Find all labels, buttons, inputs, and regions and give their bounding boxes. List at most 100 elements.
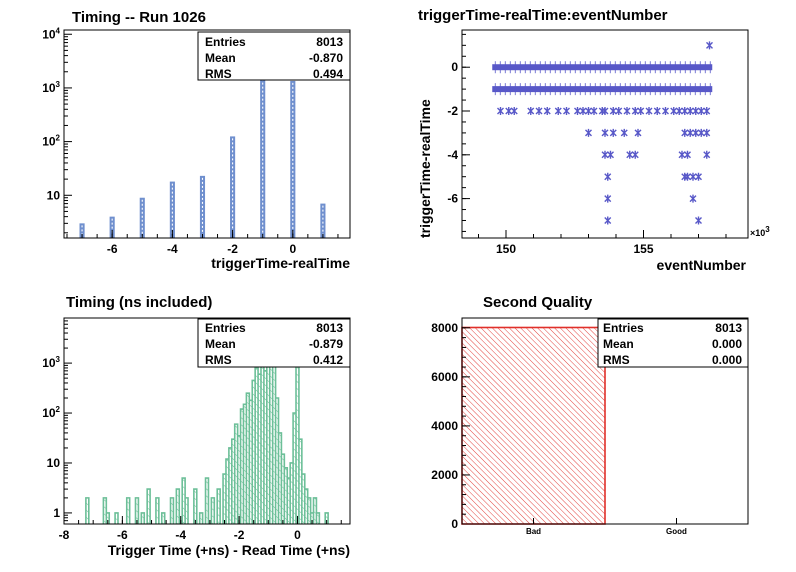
histogram-bin <box>307 497 311 524</box>
scatter-point <box>662 107 669 116</box>
histogram-bin <box>296 359 299 524</box>
histogram-bin <box>126 497 130 524</box>
y-axis-label: triggerTime-realTime <box>417 99 433 238</box>
scatter-point <box>678 150 686 159</box>
scatter-point <box>601 150 609 159</box>
stats-mean-label: Mean <box>603 337 634 351</box>
axes: 0 2000 4000 6000 8000 <box>431 317 677 531</box>
y-tick-label: 10 <box>47 188 61 202</box>
plot-frame <box>461 29 749 239</box>
y-tick-label: 10 <box>47 456 61 470</box>
stats-entries-label: Entries <box>603 321 644 335</box>
scatter-point <box>585 128 592 137</box>
y-tick-label: 102 <box>42 134 60 149</box>
panel-timing-run: Timing -- Run 1026 10 102 103 104 -6 -4 -2 0 tr… <box>42 9 351 271</box>
histogram-bin <box>260 354 264 524</box>
histogram-bin <box>249 400 253 524</box>
y-tick-label: -4 <box>447 148 458 162</box>
x-tick-label: -2 <box>234 528 245 542</box>
stats-entries-value: 8013 <box>715 321 742 335</box>
stats-mean-value: -0.870 <box>309 51 343 65</box>
histogram-bin <box>85 497 89 524</box>
chart-title: triggerTime-realTime:eventNumber <box>418 7 668 24</box>
y-tick-label: 8000 <box>431 321 458 335</box>
panel-second-quality: Second Quality Bad Good 0 2000 4000 6000 8000… <box>431 294 749 536</box>
quality-bars: Bad Good <box>461 326 687 536</box>
histogram-bin <box>193 489 197 524</box>
stats-mean-value: 0.000 <box>712 337 742 351</box>
scatter-point <box>615 107 623 116</box>
scatter-point <box>686 107 694 116</box>
scatter-point <box>689 172 697 181</box>
x-axis-label: triggerTime-realTime <box>211 255 350 271</box>
scatter-point <box>585 107 592 116</box>
chart-title: Timing (ns included) <box>66 294 212 311</box>
scatter-point <box>631 150 639 159</box>
scatter-point <box>670 107 678 116</box>
scatter-point <box>497 107 504 116</box>
category-label: Bad <box>526 527 541 536</box>
x-tick-label: -4 <box>167 242 178 256</box>
histogram-bin <box>228 447 232 524</box>
histogram-bar <box>169 181 175 238</box>
stats-rms-value: 0.494 <box>313 67 343 81</box>
y-tick-label: 0 <box>451 517 458 531</box>
y-tick-label: 1 <box>53 506 60 520</box>
scatter-point <box>681 107 689 116</box>
scatter-point <box>574 107 581 116</box>
stats-rms-label: RMS <box>603 353 630 367</box>
y-tick-label: 103 <box>42 355 60 370</box>
y-tick-label: -6 <box>447 192 458 206</box>
scatter-point <box>604 194 612 203</box>
histogram-bin <box>290 462 294 524</box>
scatter-point <box>697 107 705 116</box>
quality-bar <box>461 326 606 525</box>
y-tick-label: 4000 <box>431 419 458 433</box>
x-tick-label: -6 <box>117 528 128 542</box>
histogram-outline <box>85 323 329 524</box>
scatter-point <box>601 107 609 116</box>
scatter-markers <box>492 41 713 225</box>
chart-title: Second Quality <box>483 294 593 311</box>
histogram-bin <box>284 467 288 524</box>
histogram-bin <box>170 497 174 524</box>
scatter-point <box>637 107 645 116</box>
scatter-point <box>590 107 598 116</box>
histogram-bin <box>255 367 259 524</box>
scatter-point <box>607 150 614 159</box>
stats-mean-label: Mean <box>205 51 236 65</box>
histogram-bin <box>176 489 180 524</box>
histogram-bin <box>258 374 261 524</box>
scatter-point <box>554 107 562 116</box>
x-multiplier-label: ×103 <box>750 225 770 238</box>
y-tick-label: 103 <box>42 80 60 95</box>
stats-mean-label: Mean <box>205 337 236 351</box>
histogram-bar <box>139 197 145 238</box>
scatter-point <box>510 107 518 116</box>
stats-entries-label: Entries <box>205 321 246 335</box>
x-tick-label: -6 <box>107 242 118 256</box>
histogram-bin <box>147 489 151 524</box>
x-axis-label: eventNumber <box>657 257 747 273</box>
stats-box: Entries 8013 Mean 0.000 RMS 0.000 <box>597 318 749 368</box>
histogram-bin <box>225 459 229 524</box>
x-tick-label: -2 <box>227 242 238 256</box>
histogram-bin <box>293 413 297 524</box>
scatter-point <box>609 107 617 116</box>
scatter-point <box>601 128 609 137</box>
histogram-bin <box>211 497 215 524</box>
histogram-bin <box>325 512 329 524</box>
histogram-bar <box>260 44 266 238</box>
histogram-bar <box>320 203 326 238</box>
stats-mean-value: -0.879 <box>309 337 343 351</box>
histogram-bin <box>287 478 291 524</box>
scatter-point <box>686 128 694 137</box>
plot-frame <box>461 317 749 525</box>
scatter-point <box>681 128 689 137</box>
x-tick-label: 0 <box>294 528 301 542</box>
histogram-bin <box>217 489 221 524</box>
x-tick-label: 155 <box>633 242 653 256</box>
scatter-point <box>695 172 702 181</box>
